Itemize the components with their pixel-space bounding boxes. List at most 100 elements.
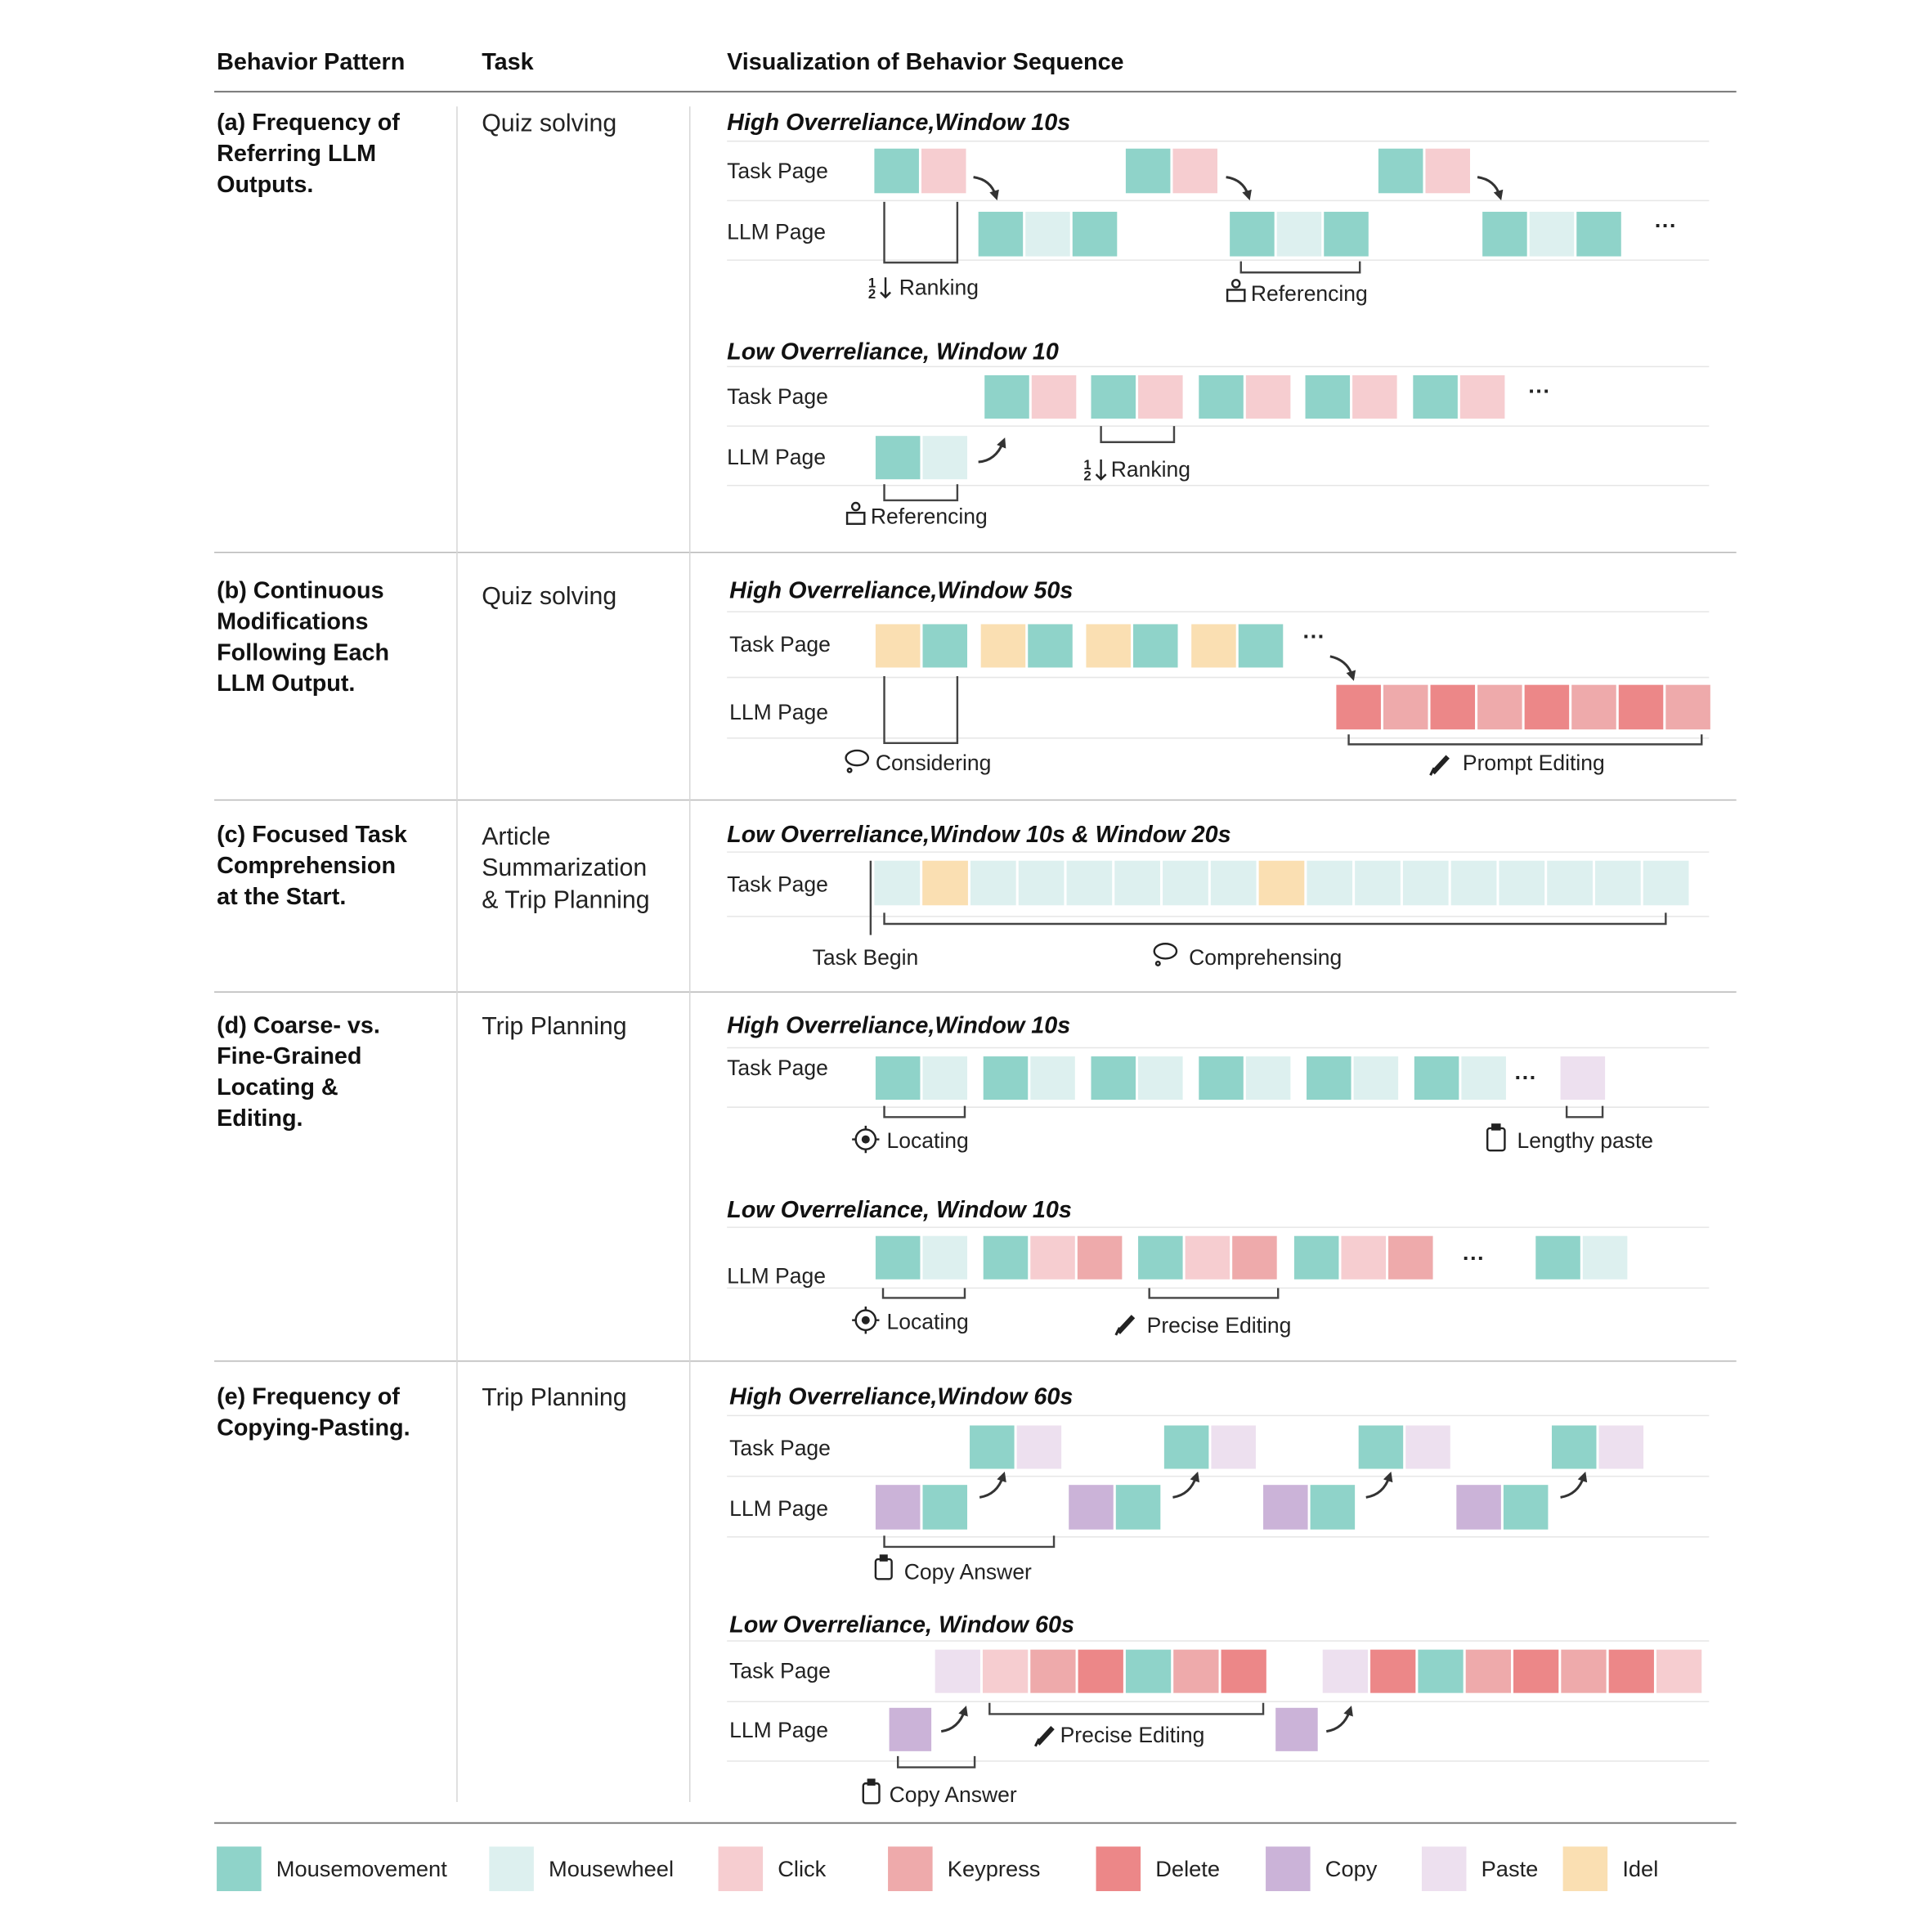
pattern-d-line2: Fine-Grained: [217, 1043, 361, 1069]
pattern-c-line1: (c) Focused Task: [217, 822, 408, 848]
legend-label: Click: [778, 1856, 826, 1881]
pattern-b-line1: (b) Continuous: [217, 578, 384, 604]
annotation-ranking: Ranking: [1111, 457, 1190, 482]
arrow-up: [940, 1706, 968, 1733]
event-cell-click: [1138, 374, 1183, 419]
event-cell-delete: [1430, 684, 1476, 730]
thought-bubble-icon: [1153, 943, 1178, 966]
event-cell-mousewheel: [1461, 1056, 1506, 1100]
event-cell-click: [1459, 374, 1505, 419]
row-label-llm-page: LLM Page: [727, 445, 826, 469]
event-cell-mousewheel: [1066, 860, 1113, 906]
ranking-icon: 12: [868, 275, 891, 302]
event-cell-copy: [1275, 1707, 1318, 1751]
legend-label: Paste: [1481, 1856, 1539, 1881]
event-cell-mousewheel: [1210, 860, 1257, 906]
row-label-llm-page: LLM Page: [729, 700, 828, 724]
block-title-e-high: High Overreliance,Window 60s: [729, 1384, 1073, 1410]
annotation-referencing: Referencing: [1251, 281, 1368, 306]
event-cells: [874, 148, 1710, 1751]
event-cell-mousemovement: [1378, 148, 1423, 194]
event-cell-copy: [889, 1707, 932, 1751]
event-cell-mousemovement: [875, 436, 921, 480]
event-cell-mousewheel: [1643, 860, 1689, 906]
legend-label: Mousemovement: [276, 1856, 447, 1881]
annotation-icons: 12 12: [845, 275, 1506, 1804]
event-cell-mousemovement: [1238, 624, 1284, 668]
event-cell-mousemovement: [1125, 1649, 1172, 1693]
legend-item-mousemovement: Mousemovement: [217, 1846, 447, 1892]
event-cell-idle: [1191, 624, 1236, 668]
arrow-up: [1365, 1471, 1393, 1499]
arrow-down: [1226, 176, 1252, 201]
event-cell-click: [1425, 148, 1471, 194]
arrow-up: [1172, 1471, 1200, 1499]
event-cell-mousewheel: [1245, 1056, 1291, 1100]
event-cell-delete: [1513, 1649, 1559, 1693]
pattern-b-line2: Modifications: [217, 608, 368, 634]
event-cell-mousemovement: [1482, 212, 1527, 257]
annotation-prompt-editing: Prompt Editing: [1463, 751, 1605, 775]
pattern-e-line2: Copying-Pasting.: [217, 1415, 410, 1441]
event-cell-click: [1245, 374, 1291, 419]
event-cell-mousewheel: [922, 436, 968, 480]
event-cell-mousewheel: [922, 1235, 968, 1280]
event-cell-keypress: [1077, 1235, 1123, 1280]
arrow-up: [979, 1471, 1006, 1499]
bracket: [988, 1702, 1265, 1715]
task-column: Quiz solving Quiz solving Article Summar…: [482, 110, 649, 1412]
event-cell-click: [1352, 374, 1397, 419]
event-cell-keypress: [1477, 684, 1522, 730]
annotation-considering: Considering: [876, 751, 991, 775]
event-cell-mousemovement: [1091, 1056, 1136, 1100]
task-d: Trip Planning: [482, 1013, 626, 1040]
event-cell-mousemovement: [1535, 1235, 1580, 1280]
event-cell-mousewheel: [1030, 1056, 1075, 1100]
bracket: [883, 912, 1667, 926]
event-cell-delete: [1608, 1649, 1654, 1693]
arrow-up: [1560, 1471, 1588, 1499]
legend-label: Delete: [1155, 1856, 1220, 1881]
ellipsis: ···: [1655, 213, 1677, 238]
event-cell-paste: [1322, 1649, 1369, 1693]
event-cell-delete: [1221, 1649, 1266, 1693]
ranking-icon: 12: [1083, 457, 1107, 484]
event-cell-mousemovement: [1138, 1235, 1183, 1280]
event-cell-mousewheel: [1529, 212, 1575, 257]
svg-text:2: 2: [868, 286, 876, 302]
event-cell-mousemovement: [1199, 1056, 1244, 1100]
annotation-copy-answer: Copy Answer: [904, 1559, 1032, 1584]
pattern-c-line3: at the Start.: [217, 884, 346, 910]
pattern-a-line1: (a) Frequency of: [217, 110, 400, 136]
annotation-precise-editing: Precise Editing: [1147, 1313, 1292, 1338]
annotation-locating: Locating: [887, 1309, 969, 1334]
ellipsis: ···: [1463, 1245, 1485, 1271]
event-cell-mousemovement: [1418, 1649, 1464, 1693]
annotation-locating: Locating: [887, 1128, 969, 1153]
event-cell-mousemovement: [1293, 1235, 1339, 1280]
legend-swatch: [1562, 1846, 1608, 1892]
arrow-up: [1326, 1706, 1353, 1733]
event-cell-mousewheel: [1594, 860, 1641, 906]
event-cell-mousemovement: [1132, 624, 1178, 668]
pattern-d-line3: Locating &: [217, 1074, 338, 1100]
event-cell-mousemovement: [1072, 212, 1118, 257]
event-cell-mousewheel: [1450, 860, 1497, 906]
event-cell-paste: [1598, 1425, 1644, 1469]
pattern-a-line2: Referring LLM: [217, 141, 376, 167]
annotation-lengthy-paste: Lengthy paste: [1517, 1128, 1653, 1153]
event-cell-click: [921, 148, 966, 194]
ellipsis: ···: [1528, 379, 1550, 404]
page-row-labels: Task Page LLM Page Task Page LLM Page Ta…: [727, 159, 831, 1742]
event-cell-paste: [935, 1649, 980, 1693]
row-label-task-page: Task Page: [727, 384, 828, 409]
event-cell-keypress: [1232, 1235, 1277, 1280]
event-cell-keypress: [1388, 1235, 1433, 1280]
block-titles: High Overreliance,Window 10s Low Overrel…: [727, 110, 1231, 1638]
event-cell-mousemovement: [874, 148, 919, 194]
ellipsis: ···: [1515, 1065, 1537, 1090]
pattern-b-line3: Following Each: [217, 639, 389, 666]
svg-text:2: 2: [1083, 468, 1091, 484]
row-label-task-page: Task Page: [729, 1658, 831, 1683]
task-c-line2: Summarization: [482, 854, 647, 881]
